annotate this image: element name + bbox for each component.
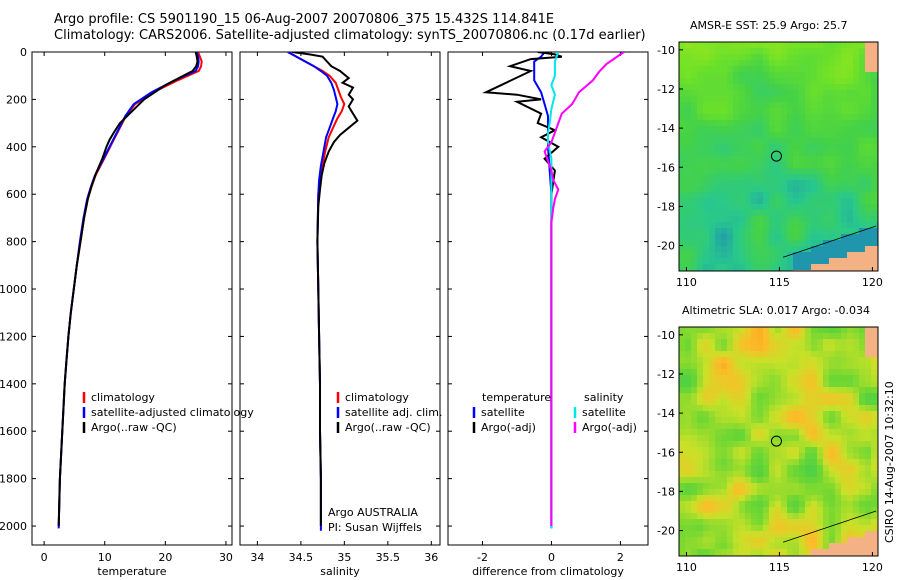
sla-map-title: Altimetric SLA: 0.017 Argo: -0.034 xyxy=(682,304,870,317)
difference-legend-sal-header: salinity xyxy=(584,391,624,404)
salinity-panel: 34 34.5 35 35.5 36 salinity xyxy=(239,51,441,578)
depth-tick-label: 1400 xyxy=(0,378,27,391)
sla-map-argo-marker xyxy=(770,435,782,447)
sla-map-ytick-label: -12 xyxy=(657,368,675,381)
temperature-axes-box xyxy=(31,51,233,546)
difference-legend-temp-header: temperature xyxy=(482,391,551,404)
sla-map-ytick-label: -20 xyxy=(657,525,675,538)
sst-map-field xyxy=(679,42,878,271)
title-line-2: Climatology: CARS2006. Satellite-adjuste… xyxy=(54,28,646,43)
salinity-annotation-line1: Argo AUSTRALIA xyxy=(328,506,418,519)
sst-map-xtick-label: 120 xyxy=(862,276,883,289)
sst-map-ytick-label: -10 xyxy=(657,44,675,57)
salinity-axes-box xyxy=(239,51,441,546)
sst-map-ytick-label: -20 xyxy=(657,240,675,253)
salinity-series-satellite-adj-clim- xyxy=(287,52,339,531)
sla-map-shelf-contour xyxy=(782,510,877,543)
salinity-legend-label: Argo(..raw -QC) xyxy=(345,421,431,434)
depth-tick-label: 2000 xyxy=(0,520,27,533)
depth-tick-label: 600 xyxy=(6,188,27,201)
salinity-xtick-label: 34 xyxy=(250,551,264,564)
depth-tick-label: 1800 xyxy=(0,473,27,486)
temperature-legend-label: climatology xyxy=(91,391,155,404)
difference-legend-label: satellite xyxy=(582,406,626,419)
depth-tick-label: 1600 xyxy=(0,425,27,438)
salinity-annotation-line2: PI: Susan Wijffels xyxy=(328,521,422,534)
temperature-legend-label: Argo(..raw -QC) xyxy=(91,421,177,434)
depth-tick-label: 1000 xyxy=(0,283,27,296)
depth-tick-label: 400 xyxy=(6,141,27,154)
sst-map-xtick-label: 115 xyxy=(769,276,790,289)
salinity-series-argo-raw-qc- xyxy=(292,52,359,526)
salinity-xtick-label: 34.5 xyxy=(289,551,314,564)
temperature-panel: 0 200 400 600 800 1000 1200 1400 1600 1800 2000 0 10… xyxy=(0,46,233,578)
sla-map: -10 -12 -14 -16 -18 -20 110 115 120 xyxy=(657,326,883,574)
difference-series-salinity-argo-adj- xyxy=(543,52,625,526)
temperature-xtick-label: 20 xyxy=(158,551,172,564)
difference-legend-label: Argo(-adj) xyxy=(582,421,637,434)
depth-tick-label: 800 xyxy=(6,236,27,249)
title-line-1: Argo profile: CS 5901190_15 06-Aug-2007 … xyxy=(54,12,555,27)
salinity-series-climatology xyxy=(287,52,346,526)
difference-xtick-label: -2 xyxy=(477,551,488,564)
temperature-series-argo-raw-qc- xyxy=(57,52,199,527)
temperature-xtick-label: 30 xyxy=(219,551,233,564)
temperature-xtick-label: 10 xyxy=(98,551,112,564)
salinity-xtick-label: 35 xyxy=(337,551,351,564)
sla-map-xtick-label: 115 xyxy=(769,561,790,574)
sst-map-frame xyxy=(678,41,879,272)
difference-xlabel: difference from climatology xyxy=(472,565,624,578)
temperature-xtick-label: 0 xyxy=(41,551,48,564)
sla-map-ytick-label: -16 xyxy=(657,446,675,459)
difference-axes-box xyxy=(447,51,649,546)
depth-tick-label: 1200 xyxy=(0,330,27,343)
difference-xtick-label: 2 xyxy=(617,551,624,564)
salinity-legend-label: climatology xyxy=(345,391,409,404)
salinity-xtick-label: 36 xyxy=(424,551,438,564)
sst-map-ytick-label: -12 xyxy=(657,83,675,96)
sla-map-ytick-label: -14 xyxy=(657,407,675,420)
temperature-series-climatology xyxy=(57,52,203,527)
sst-map: -10 -12 -14 -16 -18 -20 110 115 120 xyxy=(657,41,883,289)
sla-map-ytick-label: -18 xyxy=(657,485,675,498)
sst-map-argo-marker xyxy=(770,150,782,162)
difference-legend-label: Argo(-adj) xyxy=(481,421,536,434)
sst-map-ytick-label: -14 xyxy=(657,122,675,135)
salinity-legend-label: satellite adj. clim. xyxy=(345,406,442,419)
difference-xtick-label: 0 xyxy=(548,551,555,564)
sst-map-ytick-label: -18 xyxy=(657,200,675,213)
difference-series-salinity-satellite xyxy=(547,52,560,529)
temperature-legend-label: satellite-adjusted climatology xyxy=(91,406,254,419)
salinity-xtick-label: 35.5 xyxy=(376,551,401,564)
sla-map-field xyxy=(679,327,878,556)
temperature-series-satellite-adjusted-climatology xyxy=(57,52,200,529)
sla-map-frame xyxy=(678,326,879,557)
depth-tick-label: 200 xyxy=(6,93,27,106)
depth-tick-label: 0 xyxy=(20,46,27,59)
sst-map-ytick-label: -16 xyxy=(657,161,675,174)
sla-map-xtick-label: 110 xyxy=(676,561,697,574)
sst-map-title: AMSR-E SST: 25.9 Argo: 25.7 xyxy=(690,19,848,32)
sst-map-shelf-contour xyxy=(782,225,877,258)
sla-map-ytick-label: -10 xyxy=(657,329,675,342)
temperature-xlabel: temperature xyxy=(97,565,166,578)
difference-legend-label: satellite xyxy=(481,406,525,419)
salinity-xlabel: salinity xyxy=(320,565,360,578)
sst-map-xtick-label: 110 xyxy=(676,276,697,289)
sla-map-xtick-label: 120 xyxy=(862,561,883,574)
